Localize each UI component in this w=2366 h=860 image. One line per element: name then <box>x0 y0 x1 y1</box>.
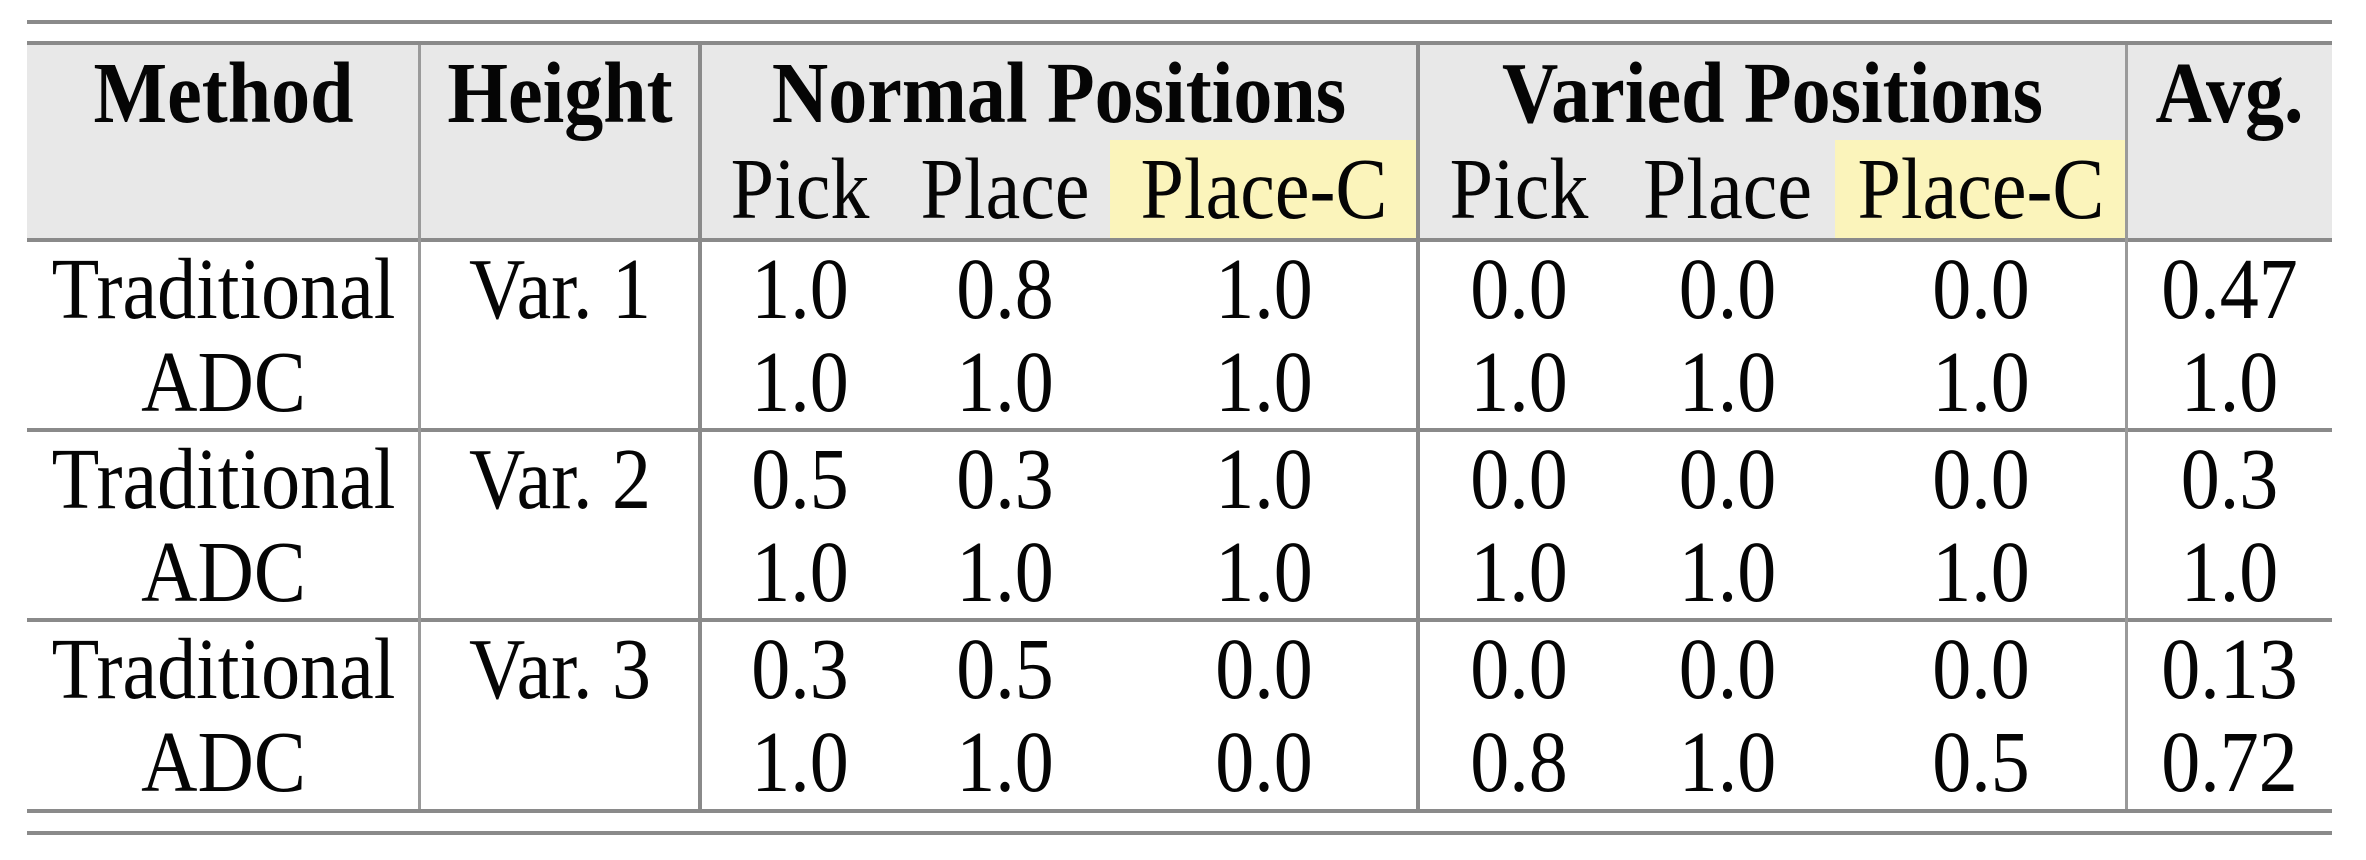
cell-g2-adc-normal-pick: 1.0 <box>751 522 849 620</box>
cell-g2-method-adc: ADC <box>141 522 306 620</box>
cell-g3-adc-varied-place-c: 0.5 <box>1932 712 2030 811</box>
cell-g3-traditional-normal-pick: 0.3 <box>751 619 849 717</box>
cell-g2-adc-varied-pick: 1.0 <box>1470 522 1568 620</box>
cell-g3-traditional-varied-pick: 0.0 <box>1470 619 1568 717</box>
cell-g3-adc-normal-place-c: 0.0 <box>1215 712 1313 811</box>
cell-g1-adc-normal-place: 1.0 <box>956 332 1054 430</box>
header-cell-method: Method <box>27 45 420 238</box>
cell-g2-adc-normal-place-c: 1.0 <box>1215 522 1313 620</box>
cell-g2-traditional-normal-pick: 0.5 <box>751 429 849 527</box>
cell-g1-traditional-normal-pick: 1.0 <box>751 239 849 337</box>
cell-g3-traditional-varied-place-c: 0.0 <box>1932 619 2030 717</box>
cell-g3-height-var3: Var. 3 <box>469 619 651 717</box>
cell-g1-method-traditional: Traditional <box>51 239 396 337</box>
bottom-rule-outer <box>27 831 2332 835</box>
cell-g1-traditional-avg: 0.47 <box>2161 239 2298 337</box>
cell-g3-traditional-varied-place: 0.0 <box>1678 619 1777 717</box>
rule-group2-bottom <box>27 618 2332 622</box>
subheader-varied-place: Place <box>1620 140 1835 238</box>
cell-g2-method-traditional: Traditional <box>51 429 396 527</box>
cell-g2-traditional-normal-place-c: 1.0 <box>1215 429 1313 527</box>
header-group-normal-positions: Normal Positions <box>700 45 1418 140</box>
cell-g3-method-traditional: Traditional <box>51 619 396 717</box>
header-cell-height: Height <box>420 45 700 238</box>
subheader-normal-place-c-highlighted: Place-C <box>1110 140 1418 238</box>
vrule-after-normal-group <box>1416 45 1420 809</box>
cell-g1-adc-normal-pick: 1.0 <box>751 332 849 430</box>
header-height-label: Height <box>447 43 673 141</box>
cell-g1-height-var1: Var. 1 <box>469 239 651 337</box>
top-rule-outer <box>27 20 2332 24</box>
rule-group1-bottom <box>27 428 2332 432</box>
cell-g2-adc-normal-place: 1.0 <box>956 522 1054 620</box>
cell-g3-traditional-avg: 0.13 <box>2161 619 2298 717</box>
cell-g1-traditional-varied-pick: 0.0 <box>1470 239 1568 337</box>
cell-g1-adc-normal-place-c: 1.0 <box>1215 332 1313 430</box>
cell-g1-traditional-normal-place: 0.8 <box>956 239 1054 337</box>
header-avg-label: Avg. <box>2155 43 2304 141</box>
subheader-varied-place-c-highlighted: Place-C <box>1835 140 2127 238</box>
bottom-rule-inner <box>27 809 2332 813</box>
cell-g2-adc-varied-place-c: 1.0 <box>1932 522 2030 620</box>
cell-g1-traditional-varied-place: 0.0 <box>1678 239 1777 337</box>
subheader-varied-pick: Pick <box>1418 140 1620 238</box>
header-group-varied-positions: Varied Positions <box>1418 45 2127 140</box>
cell-g2-height-var2: Var. 2 <box>469 429 651 527</box>
top-rule-inner <box>27 41 2332 45</box>
cell-g1-method-adc: ADC <box>141 332 306 430</box>
subheader-normal-place: Place <box>900 140 1110 238</box>
cell-g3-adc-varied-place: 1.0 <box>1678 712 1777 811</box>
cell-g3-adc-avg: 0.72 <box>2161 712 2298 811</box>
cell-g2-traditional-varied-place-c: 0.0 <box>1932 429 2030 527</box>
cell-g3-adc-normal-pick: 1.0 <box>751 712 849 811</box>
cell-g2-traditional-avg: 0.3 <box>2180 429 2279 527</box>
cell-g3-adc-normal-place: 1.0 <box>956 712 1054 811</box>
cell-g1-traditional-normal-place-c: 1.0 <box>1215 239 1313 337</box>
results-table: Method Height Normal Positions Varied Po… <box>27 45 2332 809</box>
cell-g1-adc-varied-pick: 1.0 <box>1470 332 1568 430</box>
header-cell-avg: Avg. <box>2127 45 2332 238</box>
cell-g2-adc-varied-place: 1.0 <box>1678 522 1777 620</box>
cell-g2-traditional-normal-place: 0.3 <box>956 429 1054 527</box>
header-method-label: Method <box>93 43 354 141</box>
cell-g1-adc-avg: 1.0 <box>2180 332 2279 430</box>
cell-g1-adc-varied-place: 1.0 <box>1678 332 1777 430</box>
subheader-normal-pick: Pick <box>700 140 900 238</box>
rule-header-bottom <box>27 238 2332 242</box>
cell-g2-traditional-varied-pick: 0.0 <box>1470 429 1568 527</box>
cell-g3-traditional-normal-place-c: 0.0 <box>1215 619 1313 717</box>
cell-g2-traditional-varied-place: 0.0 <box>1678 429 1777 527</box>
cell-g3-adc-varied-pick: 0.8 <box>1470 712 1568 811</box>
vrule-after-method <box>418 45 421 809</box>
vrule-before-avg <box>2125 45 2128 809</box>
cell-g3-traditional-normal-place: 0.5 <box>956 619 1054 717</box>
cell-g1-traditional-varied-place-c: 0.0 <box>1932 239 2030 337</box>
vrule-after-height <box>698 45 702 809</box>
cell-g3-method-adc: ADC <box>141 712 306 811</box>
cell-g2-adc-avg: 1.0 <box>2180 522 2279 620</box>
cell-g1-adc-varied-place-c: 1.0 <box>1932 332 2030 430</box>
